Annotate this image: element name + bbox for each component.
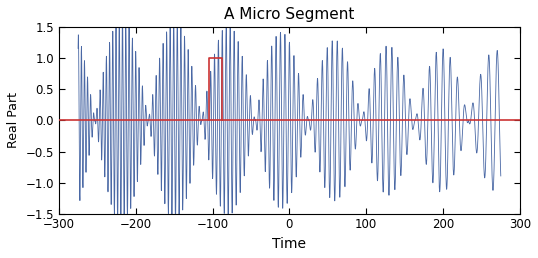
Title: A Micro Segment: A Micro Segment xyxy=(224,7,355,22)
X-axis label: Time: Time xyxy=(272,237,307,251)
Y-axis label: Real Part: Real Part xyxy=(7,92,20,148)
